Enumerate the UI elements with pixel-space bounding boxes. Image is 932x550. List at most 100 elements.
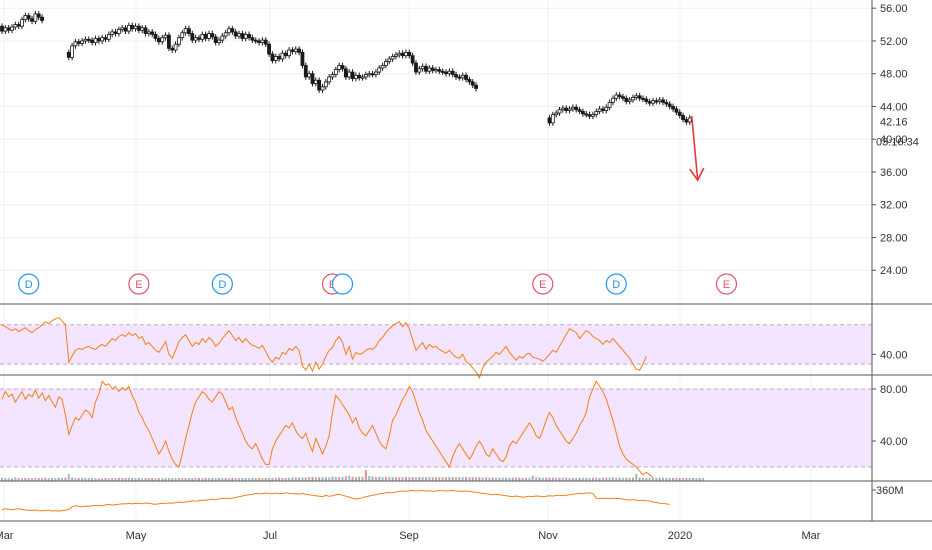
- earnings-marker[interactable]: E: [532, 273, 554, 295]
- candle: [681, 115, 685, 120]
- candle: [617, 94, 622, 98]
- candle: [560, 107, 565, 111]
- candle: [554, 112, 559, 116]
- volume-bar: [481, 477, 484, 481]
- volume-pane[interactable]: [1, 470, 705, 512]
- candle: [303, 65, 308, 78]
- volume-bar: [74, 477, 77, 481]
- candle: [384, 61, 388, 66]
- candle: [460, 74, 465, 79]
- candle: [167, 34, 171, 49]
- volume-bar: [698, 477, 701, 481]
- volume-bar: [568, 477, 571, 481]
- dividend-marker[interactable]: D: [18, 273, 40, 295]
- candle: [330, 74, 335, 78]
- earnings-marker[interactable]: E: [715, 273, 738, 295]
- candle: [93, 38, 98, 43]
- candle: [86, 38, 91, 41]
- volume-bar: [364, 470, 367, 481]
- candle: [26, 15, 31, 20]
- volume-bar: [695, 477, 698, 481]
- candle: [40, 16, 44, 21]
- candle: [430, 67, 435, 71]
- candle: [687, 117, 692, 123]
- candle: [454, 74, 458, 78]
- volume-bar: [491, 477, 494, 481]
- volume-bar: [461, 477, 464, 481]
- volume-bar: [531, 476, 534, 481]
- price-candles[interactable]: [0, 11, 692, 126]
- dividend-marker[interactable]: [331, 273, 354, 295]
- candle: [357, 74, 362, 79]
- event-circle: [18, 273, 40, 295]
- candle: [136, 25, 141, 31]
- dividend-marker[interactable]: D: [605, 273, 627, 295]
- volume-bar: [565, 477, 568, 481]
- volume-bar: [471, 477, 474, 481]
- candle: [123, 27, 128, 32]
- volume-bar: [248, 478, 251, 481]
- volume-bar: [648, 477, 651, 481]
- volume-bar: [268, 477, 271, 481]
- candle: [340, 65, 345, 70]
- volume-bar: [24, 478, 27, 481]
- price-tick-label: 28.00: [880, 232, 908, 244]
- volume-bar: [468, 477, 471, 481]
- candle: [213, 36, 218, 43]
- volume-bar: [548, 477, 551, 481]
- candle: [437, 69, 442, 72]
- dividend-marker[interactable]: D: [211, 273, 233, 295]
- earnings-marker[interactable]: E: [128, 273, 150, 295]
- candle: [447, 70, 452, 75]
- volume-bar: [258, 477, 261, 481]
- candle: [444, 71, 448, 75]
- volume-bar: [64, 477, 67, 481]
- candle: [200, 33, 205, 40]
- volume-bar: [351, 476, 354, 481]
- volume-bar: [194, 477, 197, 481]
- candle: [637, 95, 642, 99]
- volume-bar: [688, 477, 691, 481]
- volume-bar: [157, 478, 160, 481]
- candle: [23, 15, 28, 21]
- volume-bar: [511, 477, 514, 481]
- candle: [260, 39, 265, 43]
- volume-bar: [394, 477, 397, 481]
- candle: [577, 109, 582, 112]
- volume-bar: [445, 477, 448, 481]
- volume-bar: [44, 477, 47, 481]
- candle: [591, 114, 595, 117]
- oscillator-1-pane[interactable]: [1, 317, 647, 380]
- event-markers[interactable]: DEDEEDE: [18, 273, 738, 295]
- volume-bar: [354, 477, 357, 481]
- volume-bar: [151, 477, 154, 481]
- candle: [404, 52, 408, 57]
- volume-bar: [204, 477, 207, 481]
- candle: [457, 76, 462, 79]
- candle: [80, 40, 85, 44]
- event-letter: E: [723, 279, 730, 291]
- volume-bar: [137, 477, 140, 481]
- candle: [180, 32, 185, 39]
- candle: [290, 49, 295, 52]
- event-letter: D: [218, 279, 226, 291]
- candle: [10, 26, 14, 31]
- candle: [317, 79, 322, 91]
- candle: [363, 74, 368, 78]
- volume-bar: [124, 477, 127, 481]
- volume-bar: [361, 476, 364, 481]
- candle: [647, 101, 652, 104]
- volume-bar: [675, 477, 678, 481]
- volume-bar: [238, 478, 241, 481]
- oscillator-2-pane[interactable]: [1, 380, 654, 478]
- candle: [594, 110, 599, 116]
- candle: [173, 43, 178, 51]
- candle: [0, 25, 4, 32]
- event-circle: [532, 273, 554, 295]
- volume-bar: [218, 477, 220, 481]
- candle: [177, 37, 181, 45]
- volume-bar: [251, 478, 254, 481]
- volume-bar: [244, 478, 247, 481]
